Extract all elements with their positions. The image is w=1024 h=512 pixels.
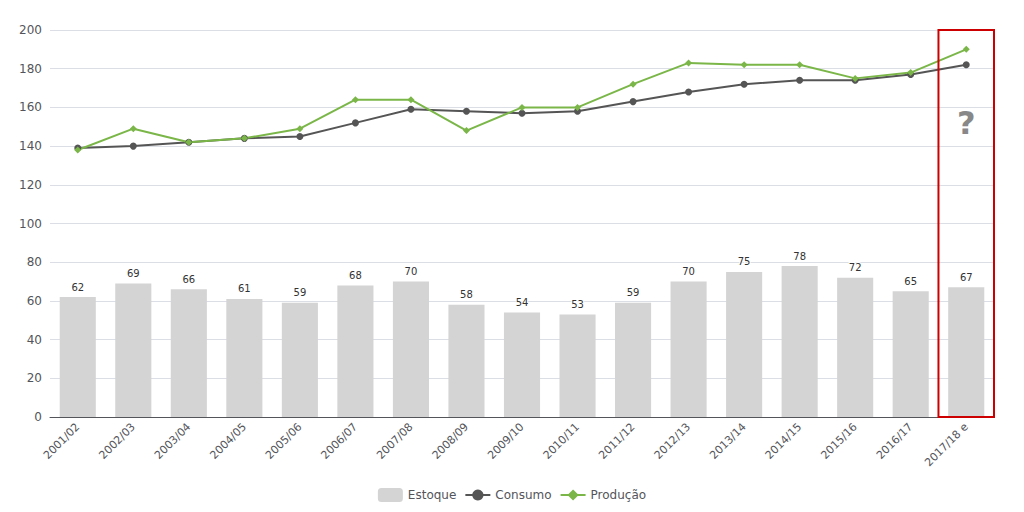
svg-text:2011/12: 2011/12: [596, 420, 637, 461]
svg-text:200: 200: [19, 23, 42, 37]
svg-text:0: 0: [34, 410, 42, 424]
svg-text:2001/02: 2001/02: [41, 420, 82, 461]
svg-text:53: 53: [571, 299, 584, 310]
svg-text:?: ?: [957, 104, 976, 142]
svg-text:68: 68: [349, 270, 362, 281]
svg-text:2009/10: 2009/10: [485, 420, 526, 461]
svg-text:62: 62: [71, 282, 84, 293]
svg-text:70: 70: [682, 266, 695, 277]
svg-text:Estoque: Estoque: [408, 488, 457, 502]
svg-text:59: 59: [627, 287, 640, 298]
svg-text:40: 40: [27, 333, 42, 347]
svg-text:2002/03: 2002/03: [96, 420, 137, 461]
svg-text:180: 180: [19, 62, 42, 76]
svg-text:67: 67: [960, 272, 973, 283]
svg-text:120: 120: [19, 178, 42, 192]
svg-text:75: 75: [738, 256, 751, 267]
svg-text:2008/09: 2008/09: [430, 420, 471, 461]
svg-text:Consumo: Consumo: [495, 488, 551, 502]
svg-text:59: 59: [294, 287, 307, 298]
svg-text:2010/11: 2010/11: [541, 420, 582, 461]
svg-text:2015/16: 2015/16: [818, 420, 859, 461]
svg-text:100: 100: [19, 217, 42, 231]
svg-text:20: 20: [27, 371, 42, 385]
svg-text:140: 140: [19, 139, 42, 153]
svg-text:61: 61: [238, 283, 251, 294]
svg-text:54: 54: [516, 297, 529, 308]
svg-text:65: 65: [904, 276, 917, 287]
svg-text:2014/15: 2014/15: [763, 420, 804, 461]
svg-text:2004/05: 2004/05: [207, 420, 248, 461]
svg-text:2016/17: 2016/17: [874, 420, 915, 461]
svg-text:160: 160: [19, 100, 42, 114]
svg-text:70: 70: [405, 266, 418, 277]
svg-text:78: 78: [793, 251, 806, 262]
svg-text:58: 58: [460, 289, 473, 300]
svg-text:69: 69: [127, 268, 140, 279]
svg-text:60: 60: [27, 294, 42, 308]
svg-text:2017/18 e: 2017/18 e: [922, 420, 971, 469]
svg-text:2013/14: 2013/14: [707, 420, 748, 461]
svg-text:72: 72: [849, 262, 862, 273]
svg-text:2006/07: 2006/07: [319, 420, 360, 461]
svg-text:2012/13: 2012/13: [652, 420, 693, 461]
svg-text:2003/04: 2003/04: [152, 420, 193, 461]
svg-text:2007/08: 2007/08: [374, 420, 415, 461]
svg-text:2005/06: 2005/06: [263, 420, 304, 461]
svg-text:80: 80: [27, 255, 42, 269]
svg-text:Produção: Produção: [591, 488, 647, 502]
svg-text:66: 66: [182, 274, 195, 285]
